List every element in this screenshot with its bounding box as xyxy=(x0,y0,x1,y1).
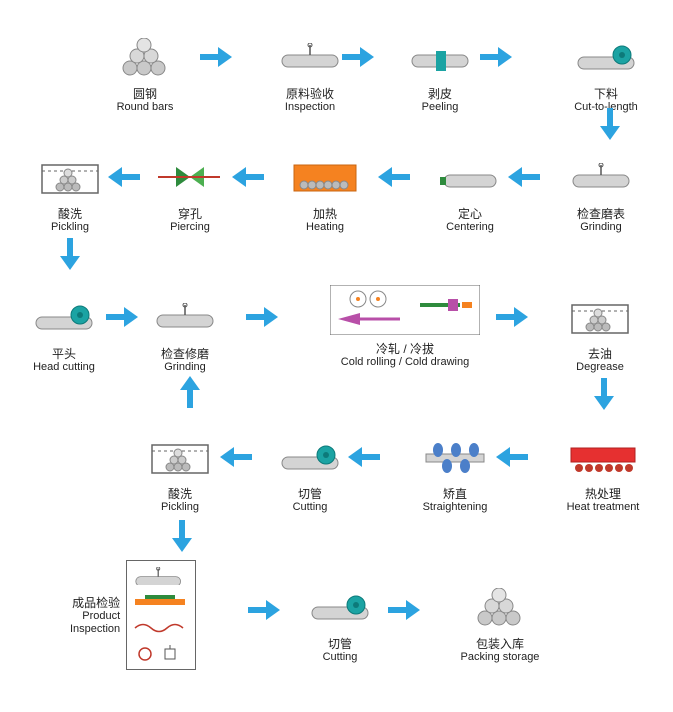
step-degrease: 去油 Degrease xyxy=(560,290,640,375)
step-round-bars: 圆钢 Round bars xyxy=(100,30,190,115)
step-centering: 定心 Centering xyxy=(430,150,510,235)
step-cutting2: 切管 Cutting xyxy=(300,580,380,665)
piercing-icon xyxy=(150,150,230,205)
arrow-right-icon xyxy=(106,307,138,332)
arrow-right-icon xyxy=(342,47,374,72)
label-cn: 平头 xyxy=(14,347,114,361)
pipe-peel-icon xyxy=(400,30,480,85)
straighten-icon xyxy=(400,430,510,485)
step-heating: 加热 Heating xyxy=(280,150,370,235)
step-peeling: 剥皮 Peeling xyxy=(400,30,480,115)
step-pickling1: 酸洗 Pickling xyxy=(30,150,110,235)
pipe-cut-icon xyxy=(270,430,350,485)
arrow-right-icon xyxy=(246,307,278,332)
step-piercing: 穿孔 Piercing xyxy=(150,150,230,235)
cold-icon xyxy=(320,280,490,340)
tank-icon xyxy=(30,150,110,205)
label-cn: 穿孔 xyxy=(150,207,230,221)
step-heat-treat: 热处理 Heat treatment xyxy=(548,430,658,515)
prod-insp-box-icon xyxy=(126,560,196,670)
pipe-cut-icon xyxy=(14,290,114,345)
heating-icon xyxy=(280,150,370,205)
label-cn: 包装入库 xyxy=(440,637,560,651)
arrow-left-icon xyxy=(232,167,264,192)
label-cn: 加热 xyxy=(280,207,370,221)
label-cn: 热处理 xyxy=(548,487,658,501)
pipe-mark-icon xyxy=(270,30,350,85)
step-cold: 冷轧 / 冷拔 Cold rolling / Cold drawing xyxy=(320,280,490,370)
label-en: Centering xyxy=(430,221,510,234)
tank-icon xyxy=(140,430,220,485)
arrow-right-icon xyxy=(480,47,512,72)
label-en: Product Inspection xyxy=(70,610,120,636)
step-inspection: 原料验收 Inspection xyxy=(270,30,350,115)
label-en: Packing storage xyxy=(440,651,560,664)
label-en: Cold rolling / Cold drawing xyxy=(320,356,490,369)
pipe-mark-icon xyxy=(556,150,646,205)
step-cut-length: 下料 Cut-to-length xyxy=(556,30,656,115)
bundle-icon xyxy=(100,30,190,85)
label-cn: 去油 xyxy=(560,347,640,361)
label-cn: 矫直 xyxy=(400,487,510,501)
label-en: Heating xyxy=(280,221,370,234)
arrow-left-icon xyxy=(348,447,380,472)
step-grinding2: 检查修磨 Grinding xyxy=(140,290,230,375)
label-en: Round bars xyxy=(100,101,190,114)
label-cn: 成品检验 xyxy=(70,596,120,610)
arrow-down-icon xyxy=(60,238,80,275)
label-en: Peeling xyxy=(400,101,480,114)
label-cn: 定心 xyxy=(430,207,510,221)
arrow-left-icon xyxy=(508,167,540,192)
label-cn: 冷轧 / 冷拔 xyxy=(320,342,490,356)
pipe-center-icon xyxy=(430,150,510,205)
arrow-left-icon xyxy=(496,447,528,472)
arrow-right-icon xyxy=(200,47,232,72)
arrow-left-icon xyxy=(108,167,140,192)
label-cn: 酸洗 xyxy=(30,207,110,221)
label-en: Pickling xyxy=(30,221,110,234)
step-straighten: 矫直 Straightening xyxy=(400,430,510,515)
label-en: Grinding xyxy=(140,361,230,374)
step-packing: 包装入库 Packing storage xyxy=(440,580,560,665)
label-en: Heat treatment xyxy=(548,501,658,514)
label-cn: 切管 xyxy=(300,637,380,651)
arrow-right-icon xyxy=(248,600,280,625)
arrow-up-icon xyxy=(180,376,200,413)
label-en: Cutting xyxy=(270,501,350,514)
label-en: Straightening xyxy=(400,501,510,514)
label-cn: 剥皮 xyxy=(400,87,480,101)
label-en: Inspection xyxy=(270,101,350,114)
arrow-left-icon xyxy=(378,167,410,192)
label-cn: 原料验收 xyxy=(270,87,350,101)
label-cn: 下料 xyxy=(556,87,656,101)
label-cn: 酸洗 xyxy=(140,487,220,501)
step-pickling2: 酸洗 Pickling xyxy=(140,430,220,515)
label-en: Cutting xyxy=(300,651,380,664)
step-prod-inspection: 成品检验 Product Inspection xyxy=(70,560,220,670)
heat-treat-icon xyxy=(548,430,658,485)
label-en: Grinding xyxy=(556,221,646,234)
label-en: Pickling xyxy=(140,501,220,514)
bundle-icon xyxy=(440,580,560,635)
step-grinding1: 检查磨表 Grinding xyxy=(556,150,646,235)
label-en: Degrease xyxy=(560,361,640,374)
pipe-cut-icon xyxy=(300,580,380,635)
label-cn: 检查修磨 xyxy=(140,347,230,361)
label-cn: 圆钢 xyxy=(100,87,190,101)
arrow-right-icon xyxy=(496,307,528,332)
label-cn: 切管 xyxy=(270,487,350,501)
tank-icon xyxy=(560,290,640,345)
pipe-cut-icon xyxy=(556,30,656,85)
label-en: Head cutting xyxy=(14,361,114,374)
arrow-down-icon xyxy=(594,378,614,415)
step-head-cutting: 平头 Head cutting xyxy=(14,290,114,375)
arrow-down-icon xyxy=(600,108,620,145)
arrow-down-icon xyxy=(172,520,192,557)
label-en: Piercing xyxy=(150,221,230,234)
arrow-left-icon xyxy=(220,447,252,472)
step-cutting1: 切管 Cutting xyxy=(270,430,350,515)
label-cn: 检查磨表 xyxy=(556,207,646,221)
pipe-mark-icon xyxy=(140,290,230,345)
arrow-right-icon xyxy=(388,600,420,625)
